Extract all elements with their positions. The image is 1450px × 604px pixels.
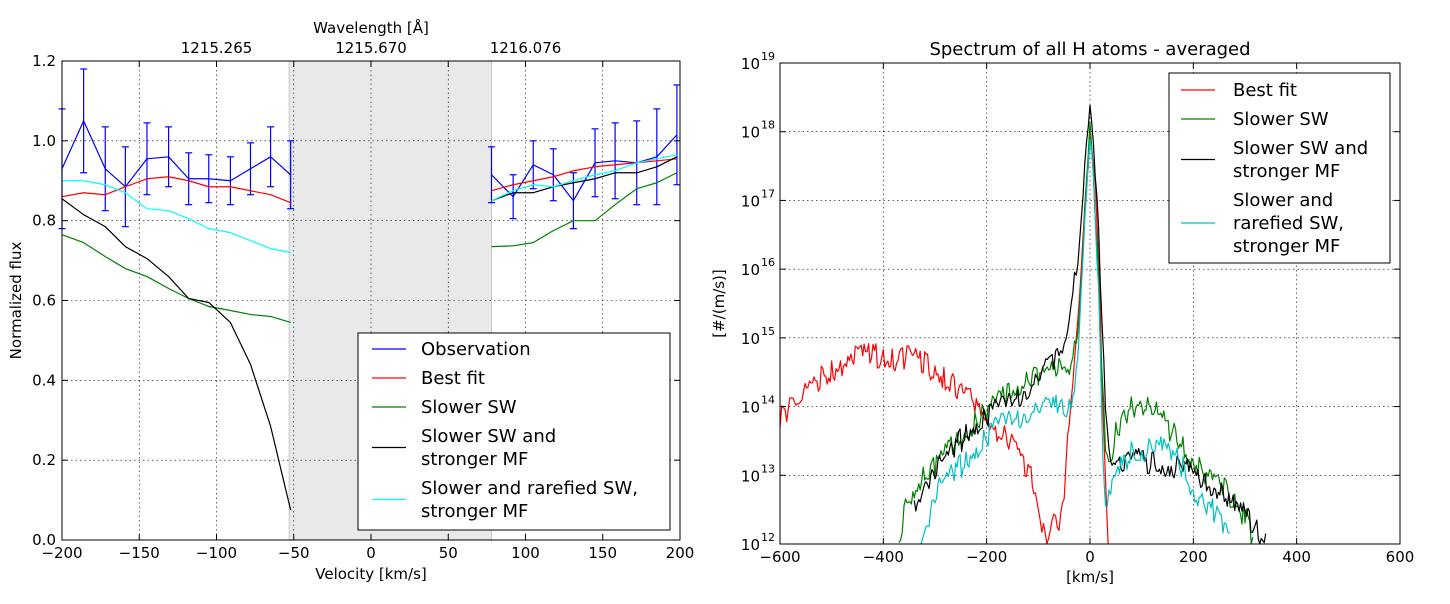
left-x-axis-label: Velocity [km/s]	[315, 565, 426, 583]
left-panel: −200 −150 −100 −50 0 50 100 150 200 0.0 0.2 0.4 0.6 0…	[7, 18, 694, 583]
legend-label: rarefied SW,	[1233, 213, 1344, 234]
left-ticks: −200 −150 −100 −50 0 50 100 150 200 0.0 0.2 0.4 0.6 0…	[32, 39, 694, 562]
y-tick-label: 1.0	[32, 132, 56, 150]
y-tick-label: 0.4	[32, 371, 56, 389]
x-tick-label: 50	[439, 544, 458, 562]
right-x-axis-label: [km/s]	[1066, 568, 1114, 586]
right-series	[779, 104, 1267, 545]
series-line-slower-sw-and-stronger-mf	[491, 156, 678, 202]
series-line-slower-sw-and-stronger-mf	[913, 104, 1267, 545]
legend-label: Slower SW and	[421, 426, 556, 447]
x-tick-label: 0	[1085, 548, 1095, 566]
x-tick-label: 400	[1282, 548, 1311, 566]
legend-box	[1168, 72, 1391, 264]
y-tick-exponent: 16	[761, 256, 775, 269]
legend-label: Slower SW and	[1233, 138, 1368, 159]
legend-label: stronger MF	[1233, 161, 1340, 182]
left-top-axis-label: Wavelength [Å]	[313, 18, 429, 37]
legend-label: stronger MF	[421, 501, 528, 522]
series-line-best-fit	[61, 176, 291, 204]
series-line-slower-and-rarefied-sw-stronger-mf	[491, 154, 678, 202]
y-tick-exponent: 12	[761, 531, 775, 544]
left-y-axis-label: Normalized flux	[7, 242, 25, 360]
y-tick-label: 10	[741, 536, 760, 554]
x-tick-label: −100	[196, 544, 237, 562]
legend-label: Slower and rarefied SW,	[421, 478, 638, 499]
legend-label: Observation	[421, 339, 531, 360]
series-line-slower-sw	[491, 172, 678, 248]
x-tick-label: −150	[119, 544, 160, 562]
y-tick-exponent: 19	[761, 50, 775, 63]
left-legend: Observation Best fit Slower SW Slower SW an…	[357, 332, 671, 531]
x-tick-label: 150	[588, 544, 617, 562]
series-line-slower-sw	[61, 234, 291, 324]
legend-label: stronger MF	[1233, 236, 1340, 257]
legend-box	[357, 332, 671, 531]
series-line-slower-and-rarefied-sw-stronger-mf	[62, 180, 291, 254]
y-tick-label: 0.0	[32, 531, 56, 549]
y-tick-label: 1.2	[32, 52, 56, 70]
legend-label: Slower SW	[1233, 109, 1329, 130]
x-tick-label: 100	[511, 544, 540, 562]
right-chart-title: Spectrum of all H atoms - averaged	[929, 39, 1250, 60]
legend-label: Best fit	[1233, 80, 1297, 101]
top-tick-label: 1215.670	[335, 39, 407, 57]
legend-label: stronger MF	[421, 449, 528, 470]
x-tick-label: −600	[759, 548, 800, 566]
legend-label: Slower SW	[421, 397, 517, 418]
x-tick-label: 200	[1179, 548, 1208, 566]
legend-label: Slower and	[1233, 190, 1333, 211]
y-tick-label: 10	[741, 467, 760, 485]
y-tick-label: 10	[741, 399, 760, 417]
x-tick-label: −200	[41, 544, 82, 562]
x-tick-label: 200	[666, 544, 695, 562]
x-tick-label: −50	[278, 544, 310, 562]
top-tick-label: 1215.265	[181, 39, 253, 57]
series-line-slower-sw-and-stronger-mf	[61, 198, 292, 511]
series-line-observation	[61, 120, 292, 188]
y-tick-exponent: 17	[761, 187, 775, 200]
right-y-axis-label: [#/(m/s)]	[710, 269, 728, 338]
series-line-best-fit	[491, 158, 677, 192]
y-tick-label: 10	[741, 55, 760, 73]
series-line-slower-and-rarefied-sw-stronger-mf	[919, 138, 1230, 545]
x-tick-label: 0	[366, 544, 376, 562]
y-tick-label: 10	[741, 330, 760, 348]
y-tick-exponent: 13	[761, 462, 775, 475]
y-tick-label: 10	[741, 261, 760, 279]
x-tick-label: 600	[1386, 548, 1415, 566]
y-tick-exponent: 15	[761, 325, 775, 338]
series-line-observation	[491, 134, 678, 202]
y-tick-label: 0.6	[32, 292, 56, 310]
top-tick-label: 1216.076	[490, 39, 562, 57]
y-tick-exponent: 14	[761, 394, 775, 407]
legend-label: Best fit	[421, 368, 485, 389]
y-tick-label: 0.2	[32, 451, 56, 469]
x-tick-label: −400	[863, 548, 904, 566]
y-tick-label: 10	[741, 192, 760, 210]
y-tick-exponent: 18	[761, 119, 775, 132]
y-tick-label: 10	[741, 124, 760, 142]
x-tick-label: −200	[966, 548, 1007, 566]
series-line-best-fit	[779, 134, 1109, 545]
y-tick-label: 0.8	[32, 212, 56, 230]
